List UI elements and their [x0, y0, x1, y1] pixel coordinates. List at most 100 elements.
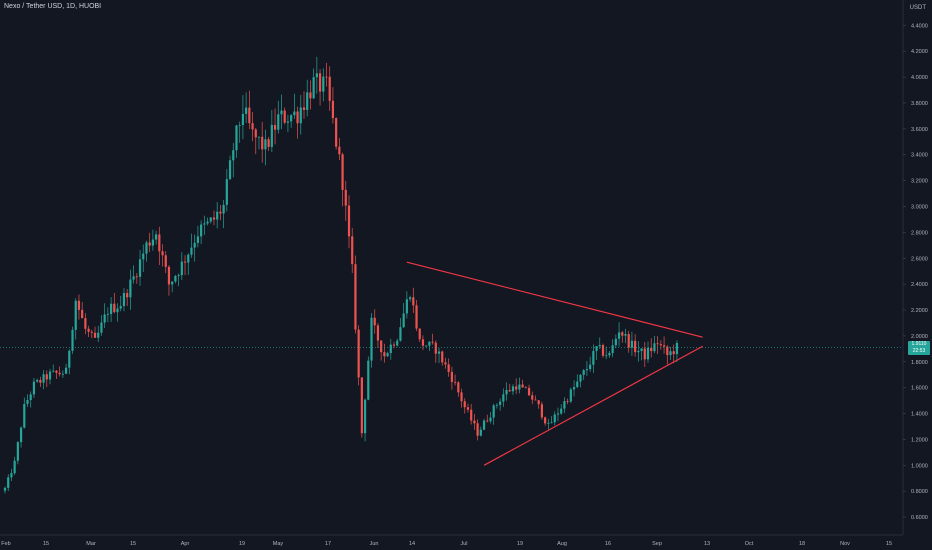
candle-body [42, 374, 45, 383]
candle-body [74, 300, 77, 330]
candle-body [338, 146, 341, 155]
y-tick-label: 1.4000 [911, 412, 928, 418]
candle-body [662, 345, 666, 347]
candle-body [505, 390, 508, 395]
candle-body [560, 408, 563, 414]
candle-body [656, 343, 659, 345]
candle-body [627, 334, 630, 348]
y-tick-label: 2.2000 [911, 308, 928, 314]
candle-body [650, 347, 653, 352]
candle-body [138, 259, 142, 277]
x-tick-label: 13 [704, 541, 710, 547]
candle-body [306, 92, 309, 110]
candle-body [434, 342, 437, 354]
candle-body [418, 328, 421, 340]
candle-body [290, 115, 293, 122]
candle-body [309, 92, 312, 99]
y-tick-label: 3.4000 [911, 153, 928, 159]
candle-body [116, 308, 119, 313]
candle-body [492, 405, 495, 418]
candle-body [608, 353, 611, 356]
candle-body [457, 382, 460, 393]
candle-body [527, 387, 531, 396]
candle-body [415, 305, 418, 329]
candle-body [145, 242, 148, 254]
candle-body [261, 136, 264, 150]
candle-body [421, 339, 425, 346]
x-tick-label: Mar [86, 541, 96, 547]
candle-body [499, 401, 502, 405]
y-tick-label: 1.8000 [911, 360, 928, 366]
candle-body [351, 236, 354, 265]
candle-body [142, 253, 145, 260]
candle-body [32, 381, 36, 395]
candle-body [155, 234, 158, 240]
candle-body [164, 255, 167, 267]
candle-body [109, 303, 113, 314]
candle-body [203, 223, 206, 225]
y-tick-label: 1.0000 [911, 463, 928, 469]
candle-body [58, 372, 61, 375]
candle-series [3, 56, 679, 494]
candle-body [617, 332, 621, 339]
candle-body [643, 348, 646, 360]
candle-body [132, 276, 135, 280]
candle-body [373, 317, 376, 326]
candle-body [582, 370, 585, 375]
y-tick-label: 3.0000 [911, 205, 928, 211]
candle-body [270, 124, 273, 147]
candle-body [360, 377, 363, 434]
candle-body [572, 387, 576, 390]
x-tick-label: Apr [181, 541, 190, 547]
candle-body [344, 189, 347, 206]
candle-body [293, 111, 296, 116]
candle-body [412, 297, 415, 306]
candle-body [486, 420, 489, 422]
candle-body [341, 154, 344, 190]
candle-body [187, 254, 190, 263]
candle-body [180, 261, 183, 276]
candle-body [84, 318, 87, 329]
candle-body [100, 322, 103, 333]
candle-body [466, 407, 470, 410]
candle-body [363, 399, 367, 434]
candle-body [669, 351, 672, 356]
candle-body [235, 125, 238, 151]
x-tick-label: Feb [1, 541, 10, 547]
candle-body [511, 386, 515, 392]
candle-body [392, 344, 396, 346]
candle-body [232, 150, 235, 161]
candle-body [515, 386, 518, 390]
current-price-badge: 1.9110 22:53 [908, 341, 930, 355]
candle-body [521, 384, 524, 388]
candle-body [634, 340, 637, 353]
candle-body [225, 179, 228, 205]
candle-body [251, 123, 254, 130]
y-tick-label: 2.8000 [911, 230, 928, 236]
x-tick-label: 17 [325, 541, 331, 547]
candle-body [45, 374, 48, 380]
y-tick-label: 3.8000 [911, 101, 928, 107]
x-tick-label: Nov [840, 541, 850, 547]
candle-body [302, 107, 306, 110]
candle-body [238, 124, 241, 126]
candle-body [402, 313, 405, 328]
candle-body [212, 217, 216, 220]
candle-body [273, 124, 277, 130]
candle-body [135, 276, 138, 278]
candle-body [425, 345, 428, 347]
candle-body [540, 404, 544, 418]
candle-body [621, 332, 624, 336]
candle-body [90, 331, 93, 333]
candle-body [315, 73, 318, 78]
candle-body [666, 346, 669, 356]
x-tick-label: 15 [43, 541, 49, 547]
candle-body [277, 114, 280, 130]
candle-body [26, 400, 29, 404]
candle-body [534, 399, 537, 401]
candle-body [267, 139, 270, 147]
candle-body [280, 110, 283, 115]
candle-body [299, 107, 302, 124]
x-tick-label: 15 [130, 541, 136, 547]
